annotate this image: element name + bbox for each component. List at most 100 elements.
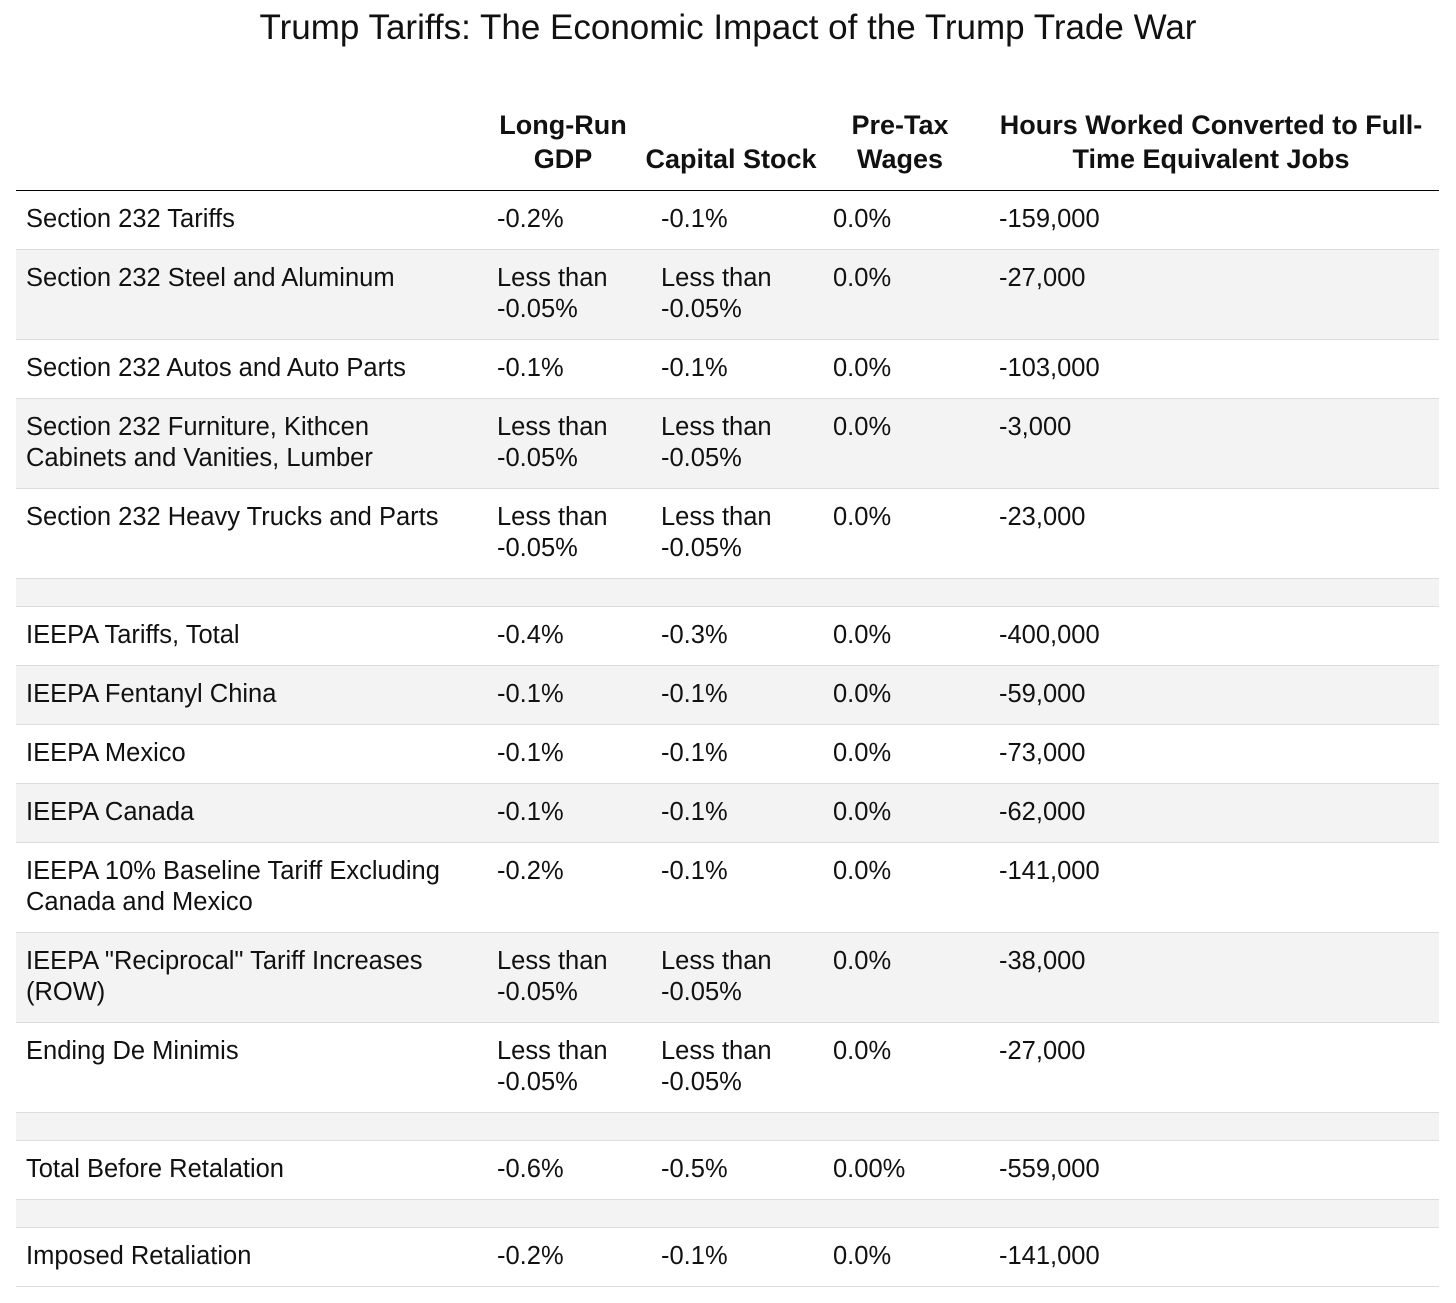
cell-fte-jobs: -141,000 [983, 1227, 1439, 1287]
table-row: Section 232 Autos and Auto Parts -0.1% -0.… [16, 339, 1439, 399]
cell-category: IEEPA Fentanyl China [16, 665, 481, 725]
cell-category: Total Before Retalation [16, 1140, 481, 1200]
cell-pre-tax-wages: 0.0% [817, 339, 983, 399]
cell-fte-jobs: -38,000 [983, 932, 1439, 1023]
cell-capital-stock: -0.1% [645, 665, 817, 725]
tariff-impact-table-container: Long-Run GDP Capital Stock Pre-Tax Wages… [16, 98, 1439, 1287]
header-label [16, 98, 481, 191]
cell-category: IEEPA "Reciprocal" Tariff Increases (ROW… [16, 932, 481, 1023]
cell-pre-tax-wages: 0.0% [817, 783, 983, 843]
cell-fte-jobs: -559,000 [983, 1140, 1439, 1200]
cell-long-run-gdp: -0.6% [481, 1140, 645, 1200]
cell-category: Ending De Minimis [16, 1022, 481, 1113]
cell-long-run-gdp: -0.2% [481, 190, 645, 250]
cell-category: Section 232 Tariffs [16, 190, 481, 250]
table-row: Section 232 Heavy Trucks and Parts Less t… [16, 488, 1439, 579]
cell-pre-tax-wages: 0.0% [817, 932, 983, 1023]
table-spacer-row [16, 1199, 1439, 1228]
cell-pre-tax-wages: 0.00% [817, 1140, 983, 1200]
cell-pre-tax-wages: 0.0% [817, 1022, 983, 1113]
table-row: IEEPA 10% Baseline Tariff Excluding Cana… [16, 842, 1439, 933]
cell-fte-jobs: -62,000 [983, 783, 1439, 843]
cell-pre-tax-wages: 0.0% [817, 190, 983, 250]
table-row: IEEPA Fentanyl China -0.1% -0.1% 0.0% -59,00… [16, 665, 1439, 725]
spacer-cell [16, 578, 1439, 607]
cell-pre-tax-wages: 0.0% [817, 606, 983, 666]
cell-long-run-gdp: -0.2% [481, 1227, 645, 1287]
table-row: IEEPA Tariffs, Total -0.4% -0.3% 0.0% -400,0… [16, 606, 1439, 666]
cell-capital-stock: Less than -0.05% [645, 1022, 817, 1113]
table-row: Total Before Retalation -0.6% -0.5% 0.00% -5… [16, 1140, 1439, 1200]
tariff-impact-table: Long-Run GDP Capital Stock Pre-Tax Wages… [16, 98, 1439, 1287]
cell-fte-jobs: -3,000 [983, 398, 1439, 489]
cell-pre-tax-wages: 0.0% [817, 1227, 983, 1287]
header-pre-tax-wages: Pre-Tax Wages [817, 98, 983, 191]
cell-fte-jobs: -141,000 [983, 842, 1439, 933]
cell-capital-stock: -0.3% [645, 606, 817, 666]
cell-capital-stock: -0.1% [645, 842, 817, 933]
cell-long-run-gdp: -0.4% [481, 606, 645, 666]
cell-long-run-gdp: Less than -0.05% [481, 488, 645, 579]
cell-capital-stock: -0.5% [645, 1140, 817, 1200]
table-row: Imposed Retaliation -0.2% -0.1% 0.0% -141,00… [16, 1227, 1439, 1287]
cell-category: Section 232 Steel and Aluminum [16, 249, 481, 340]
cell-long-run-gdp: -0.1% [481, 724, 645, 784]
cell-capital-stock: -0.1% [645, 724, 817, 784]
cell-capital-stock: -0.1% [645, 339, 817, 399]
cell-category: Section 232 Autos and Auto Parts [16, 339, 481, 399]
cell-capital-stock: Less than -0.05% [645, 249, 817, 340]
cell-category: IEEPA Tariffs, Total [16, 606, 481, 666]
table-row: Section 232 Tariffs -0.2% -0.1% 0.0% -159,00… [16, 190, 1439, 250]
cell-long-run-gdp: -0.2% [481, 842, 645, 933]
cell-fte-jobs: -23,000 [983, 488, 1439, 579]
cell-category: Imposed Retaliation [16, 1227, 481, 1287]
cell-pre-tax-wages: 0.0% [817, 842, 983, 933]
spacer-cell [16, 1112, 1439, 1141]
table-row: Section 232 Steel and Aluminum Less than … [16, 249, 1439, 340]
cell-category: IEEPA Mexico [16, 724, 481, 784]
table-row: IEEPA "Reciprocal" Tariff Increases (ROW… [16, 932, 1439, 1023]
header-fte-jobs: Hours Worked Converted to Full-Time Equi… [983, 98, 1439, 191]
cell-long-run-gdp: -0.1% [481, 783, 645, 843]
table-body: Section 232 Tariffs -0.2% -0.1% 0.0% -159,00… [16, 190, 1439, 1287]
cell-capital-stock: Less than -0.05% [645, 488, 817, 579]
table-header-row: Long-Run GDP Capital Stock Pre-Tax Wages… [16, 98, 1439, 191]
cell-long-run-gdp: Less than -0.05% [481, 398, 645, 489]
cell-capital-stock: -0.1% [645, 783, 817, 843]
table-row: Section 232 Furniture, Kithcen Cabinets … [16, 398, 1439, 489]
cell-fte-jobs: -27,000 [983, 249, 1439, 340]
cell-category: IEEPA 10% Baseline Tariff Excluding Cana… [16, 842, 481, 933]
cell-fte-jobs: -59,000 [983, 665, 1439, 725]
cell-category: IEEPA Canada [16, 783, 481, 843]
cell-fte-jobs: -73,000 [983, 724, 1439, 784]
table-row: IEEPA Mexico -0.1% -0.1% 0.0% -73,000 [16, 724, 1439, 784]
cell-fte-jobs: -159,000 [983, 190, 1439, 250]
cell-capital-stock: -0.1% [645, 1227, 817, 1287]
cell-pre-tax-wages: 0.0% [817, 249, 983, 340]
cell-capital-stock: Less than -0.05% [645, 398, 817, 489]
table-row: IEEPA Canada -0.1% -0.1% 0.0% -62,000 [16, 783, 1439, 843]
cell-pre-tax-wages: 0.0% [817, 665, 983, 725]
cell-fte-jobs: -400,000 [983, 606, 1439, 666]
table-spacer-row [16, 578, 1439, 607]
spacer-cell [16, 1199, 1439, 1228]
cell-capital-stock: Less than -0.05% [645, 932, 817, 1023]
cell-fte-jobs: -27,000 [983, 1022, 1439, 1113]
table-row: Ending De Minimis Less than -0.05% Less th… [16, 1022, 1439, 1113]
cell-fte-jobs: -103,000 [983, 339, 1439, 399]
cell-long-run-gdp: -0.1% [481, 339, 645, 399]
cell-category: Section 232 Heavy Trucks and Parts [16, 488, 481, 579]
cell-capital-stock: -0.1% [645, 190, 817, 250]
cell-long-run-gdp: -0.1% [481, 665, 645, 725]
header-capital-stock: Capital Stock [645, 98, 817, 191]
page-title: Trump Tariffs: The Economic Impact of th… [259, 8, 1197, 47]
cell-category: Section 232 Furniture, Kithcen Cabinets … [16, 398, 481, 489]
cell-long-run-gdp: Less than -0.05% [481, 249, 645, 340]
cell-pre-tax-wages: 0.0% [817, 724, 983, 784]
table-spacer-row [16, 1112, 1439, 1141]
cell-long-run-gdp: Less than -0.05% [481, 1022, 645, 1113]
cell-long-run-gdp: Less than -0.05% [481, 932, 645, 1023]
header-long-run-gdp: Long-Run GDP [481, 98, 645, 191]
cell-pre-tax-wages: 0.0% [817, 488, 983, 579]
cell-pre-tax-wages: 0.0% [817, 398, 983, 489]
